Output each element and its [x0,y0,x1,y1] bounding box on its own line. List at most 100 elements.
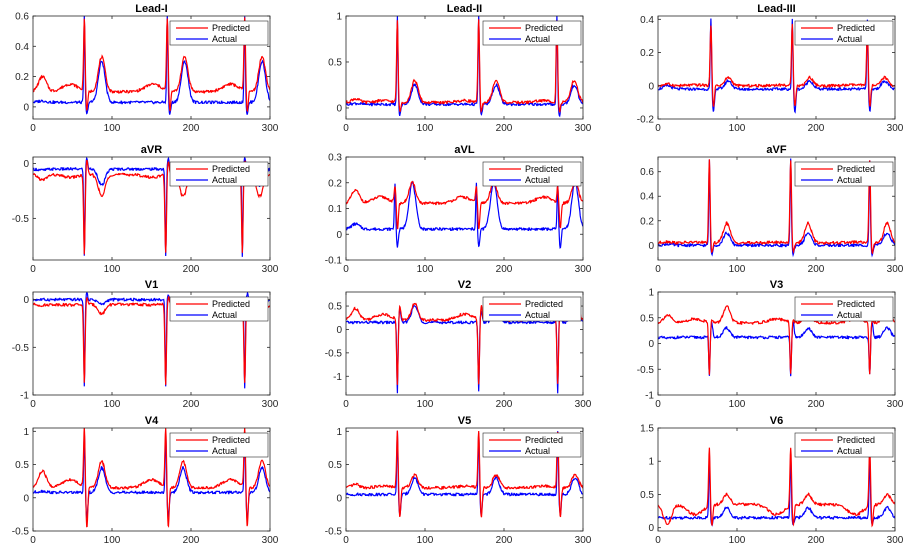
x-tick-label: 300 [262,535,279,543]
y-tick-label: 0.5 [328,302,342,313]
predicted-series-line [33,428,270,528]
x-tick-label: 0 [343,264,349,275]
y-tick-label: 1.5 [640,424,654,435]
x-tick-label: 0 [343,123,349,134]
legend-predicted-label: Predicted [525,435,563,445]
x-tick-label: 0 [655,123,661,134]
y-tick-label: 0 [336,325,342,336]
legend-box [794,161,894,187]
legend-predicted-label: Predicted [212,299,250,309]
legend-predicted-label: Predicted [525,299,563,309]
legend-box [482,20,582,46]
actual-series-line [346,430,583,516]
legend-box [482,296,582,322]
y-tick-label: 0.2 [640,48,654,59]
x-tick-label: 100 [729,123,746,134]
legend-actual-label: Actual [212,175,237,185]
predicted-series-line [346,430,583,518]
y-tick-label: 1 [648,288,654,299]
x-tick-label: 300 [262,264,279,275]
legend-box [794,20,894,46]
legend-box [169,161,269,187]
predicted-series-line [658,447,895,528]
y-tick-label: -0.1 [325,256,343,267]
y-tick-label: 0.5 [640,313,654,324]
legend-predicted-label: Predicted [837,435,875,445]
y-tick-label: 0 [23,295,29,306]
legend-predicted-label: Predicted [837,164,875,174]
y-tick-label: 0.4 [640,192,654,203]
actual-series-line [346,16,583,118]
subplot-title: V6 [770,415,783,427]
x-tick-label: 0 [343,535,349,543]
x-tick-label: 300 [887,264,904,275]
x-tick-label: 200 [808,264,825,275]
x-tick-label: 200 [496,535,513,543]
y-tick-label: -0.5 [12,527,30,538]
x-tick-label: 200 [183,123,200,134]
y-tick-label: -0.2 [637,115,655,126]
subplot-title: V3 [770,279,783,291]
y-tick-label: 0 [23,102,29,113]
legend-box [169,296,269,322]
legend-box [169,20,269,46]
y-tick-label: 1 [336,12,342,23]
y-tick-label: -1 [645,391,654,402]
x-tick-label: 100 [729,264,746,275]
x-tick-label: 100 [104,399,121,410]
axes-box [657,156,896,261]
y-tick-label: 0 [23,493,29,504]
y-tick-label: 0.2 [640,216,654,227]
actual-series-line [346,180,583,249]
x-tick-label: 100 [104,264,121,275]
y-tick-label: 0.5 [328,57,342,68]
x-tick-label: 100 [729,399,746,410]
subplot-title: Lead-II [447,3,482,15]
x-tick-label: 100 [729,535,746,543]
legend-actual-label: Actual [837,175,862,185]
y-tick-label: 0.1 [328,204,342,215]
x-tick-label: 100 [417,535,434,543]
x-tick-label: 300 [887,399,904,410]
predicted-series-line [346,19,583,114]
legend-predicted-label: Predicted [837,23,875,33]
legend-predicted-label: Predicted [525,23,563,33]
y-tick-label: 0 [648,241,654,252]
y-tick-label: 0 [648,81,654,92]
legend-predicted-label: Predicted [212,435,250,445]
x-tick-label: 0 [30,264,36,275]
y-tick-label: 1 [336,427,342,438]
x-tick-label: 0 [655,535,661,543]
x-tick-label: 0 [655,399,661,410]
x-tick-label: 0 [655,264,661,275]
subplot-title: Lead-I [135,3,167,15]
legend-predicted-label: Predicted [212,23,250,33]
y-tick-label: 0.6 [640,167,654,178]
predicted-series-line [658,159,895,255]
x-tick-label: 300 [575,123,592,134]
y-tick-label: -0.5 [12,343,30,354]
legend-box [794,296,894,322]
subplot-title: Lead-III [757,3,796,15]
legend-box [482,432,582,458]
axes-box [657,15,896,120]
legend-predicted-label: Predicted [525,164,563,174]
y-tick-label: -0.5 [325,527,343,538]
legend-box [482,161,582,187]
y-tick-label: 0.4 [640,15,654,26]
y-tick-label: 1 [23,427,29,438]
subplot-title: V2 [458,279,471,291]
y-tick-label: 0 [336,493,342,504]
axes-box [32,15,271,120]
subplot-title: aVL [454,144,474,156]
y-tick-label: 0.4 [15,42,29,53]
axes-box [345,15,584,120]
actual-series-line [658,321,895,377]
